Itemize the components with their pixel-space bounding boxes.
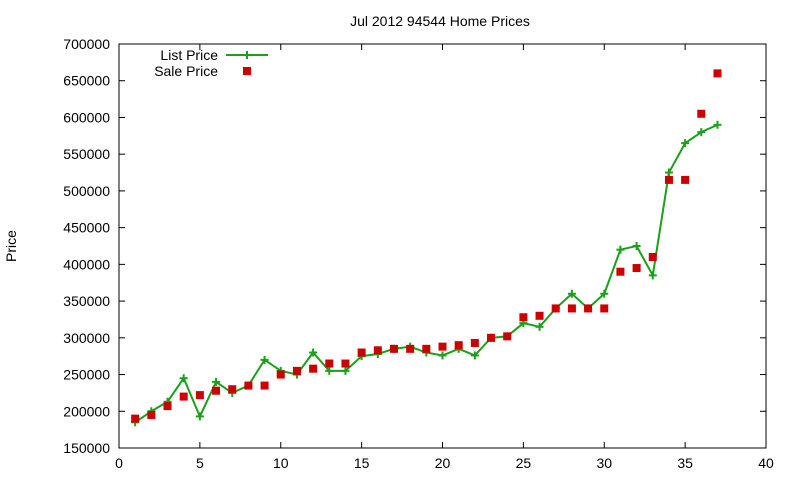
x-tick-label: 30	[596, 455, 612, 471]
list-price-point	[341, 366, 350, 375]
y-tick-label: 150000	[63, 440, 110, 456]
list-price-point	[616, 245, 625, 254]
x-tick-label: 25	[516, 455, 532, 471]
sale-price-point	[681, 175, 690, 184]
list-price-point	[697, 128, 706, 137]
sale-price-point	[648, 253, 657, 262]
list-price-point	[309, 348, 318, 357]
y-tick-label: 650000	[63, 73, 110, 89]
legend-label: Sale Price	[154, 63, 218, 79]
y-axis-label: Price	[3, 230, 19, 262]
legend-label: List Price	[160, 47, 218, 63]
sale-price-point	[551, 304, 560, 313]
list-price-point	[438, 351, 447, 360]
y-tick-label: 200000	[63, 403, 110, 419]
axis-ticks: 0 5 10 15 20 25 30 35 40 150000 200000 250000 300000…	[63, 36, 774, 471]
y-tick-label: 400000	[63, 256, 110, 272]
sale-price-point	[276, 370, 285, 379]
sale-price-point	[147, 410, 156, 419]
legend-marker-square	[243, 67, 251, 75]
sale-price-point	[584, 304, 593, 313]
sale-price-point	[406, 344, 415, 353]
sale-price-point	[163, 402, 172, 411]
y-tick-label: 350000	[63, 293, 110, 309]
sale-price-point	[454, 341, 463, 350]
x-tick-label: 20	[435, 455, 451, 471]
sale-price-point	[487, 333, 496, 342]
x-tick-label: 10	[273, 455, 289, 471]
sale-price-point	[244, 381, 253, 390]
sale-price-point	[357, 348, 366, 357]
sale-price-point	[292, 366, 301, 375]
list-price-point	[648, 271, 657, 280]
series-layer	[131, 69, 722, 427]
list-price-point	[179, 374, 188, 383]
list-price-point	[535, 322, 544, 331]
x-tick-label: 35	[677, 455, 693, 471]
sale-price-point	[519, 313, 528, 322]
sale-price-point	[325, 359, 334, 368]
sale-price-point	[503, 332, 512, 341]
y-tick-label: 250000	[63, 367, 110, 383]
sale-price-point	[535, 311, 544, 320]
sale-price-point	[228, 385, 237, 394]
x-tick-label: 15	[354, 455, 370, 471]
sale-price-point	[713, 69, 722, 78]
sale-price-point	[212, 386, 221, 395]
sale-price-point	[179, 392, 188, 401]
sale-price-point	[470, 338, 479, 347]
list-price-point	[470, 351, 479, 360]
list-price-point	[260, 355, 269, 364]
sale-price-point	[567, 304, 576, 313]
sale-price-point	[373, 346, 382, 355]
x-tick-label: 0	[115, 455, 123, 471]
list-price-point	[567, 289, 576, 298]
list-price-point	[713, 120, 722, 129]
sale-price-point	[422, 344, 431, 353]
legend-marker-plus	[243, 51, 251, 59]
y-tick-label: 600000	[63, 109, 110, 125]
y-tick-label: 550000	[63, 146, 110, 162]
y-tick-label: 700000	[63, 36, 110, 52]
sale-price-point	[309, 364, 318, 373]
list-price-point	[600, 289, 609, 298]
list-price-point	[212, 377, 221, 386]
y-tick-label: 500000	[63, 183, 110, 199]
x-tick-label: 40	[758, 455, 774, 471]
sale-price-point	[131, 414, 140, 423]
list-price-point	[664, 168, 673, 177]
sale-price-point	[260, 381, 269, 390]
list-price-point	[681, 139, 690, 148]
sale-price-point	[664, 175, 673, 184]
list-price-point	[632, 242, 641, 250]
list-price-point	[325, 366, 334, 375]
sale-price-point	[195, 391, 204, 400]
sale-price-point	[697, 109, 706, 118]
sale-price-point	[600, 304, 609, 313]
sale-price-point	[438, 342, 447, 351]
list-price-point	[195, 412, 204, 421]
y-tick-label: 300000	[63, 330, 110, 346]
sale-price-point	[616, 267, 625, 276]
chart-title: Jul 2012 94544 Home Prices	[350, 13, 530, 29]
list-price-line	[134, 123, 718, 424]
sale-price-point	[341, 359, 350, 368]
x-tick-label: 5	[196, 455, 204, 471]
y-tick-label: 450000	[63, 220, 110, 236]
sale-price-point	[389, 344, 398, 353]
sale-price-point	[632, 264, 641, 273]
